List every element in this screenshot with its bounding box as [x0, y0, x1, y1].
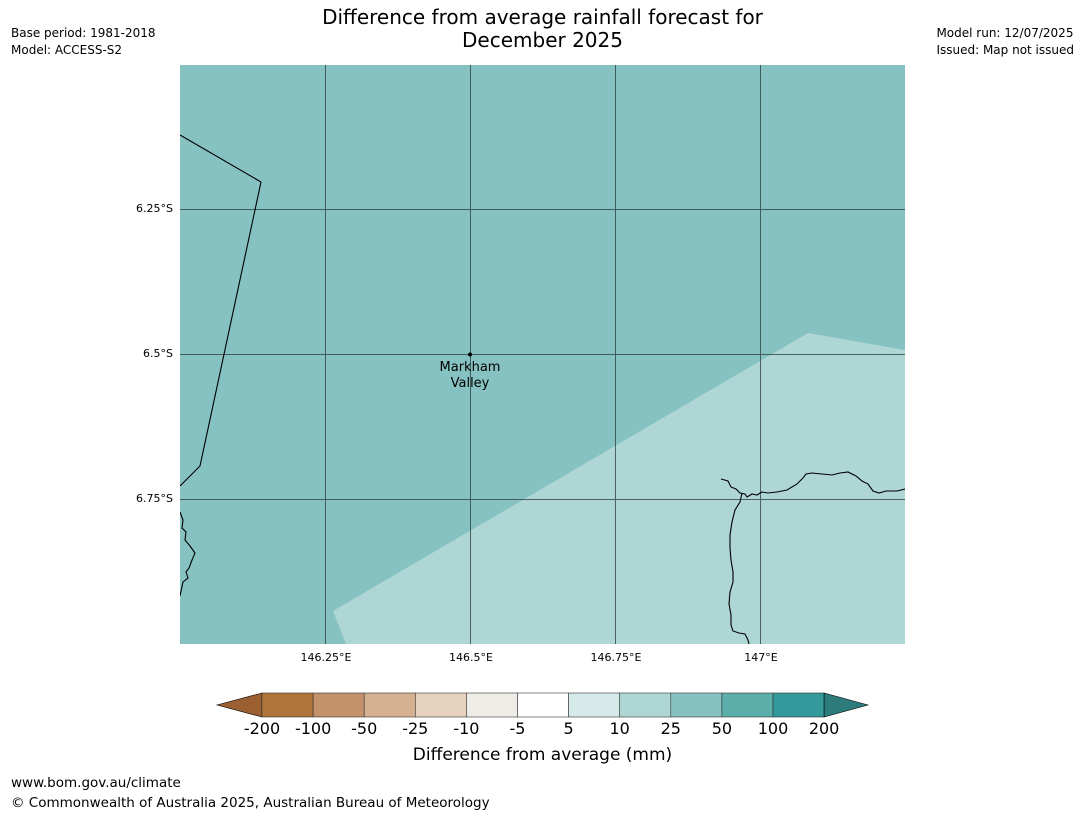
colorbar-tick-label: 50 [711, 719, 733, 738]
colorbar-tick-label: -25 [402, 719, 429, 738]
colorbar-tick-label: -100 [294, 719, 332, 738]
base-period-text: Base period: 1981-2018 [11, 26, 156, 40]
location-name-line2: Valley [450, 376, 490, 391]
lon-label-146.25: 146.25°E [300, 651, 352, 664]
colorbar-tick-label: 5 [563, 719, 574, 738]
colorbar-segment [261, 692, 314, 718]
colorbar-segment [466, 692, 518, 718]
model-text: Model: ACCESS-S2 [11, 43, 123, 57]
coastline-west [180, 511, 196, 597]
colorbar [215, 692, 870, 718]
colorbar-segment [619, 692, 672, 718]
metadata-right: Model run: 12/07/2025 Issued: Map not is… [936, 25, 1074, 59]
colorbar-segment [772, 692, 825, 718]
colorbar-segment [517, 692, 569, 718]
colorbar-tick-label: 200 [808, 719, 840, 738]
lon-label-146.5: 146.5°E [449, 651, 493, 664]
colorbar-segment [414, 692, 467, 718]
lat-label-6.25: 6.25°S [136, 202, 173, 215]
colorbar-extend-high [823, 692, 870, 718]
model-run-text: Model run: 12/07/2025 [936, 26, 1074, 40]
colorbar-tick-label: 25 [660, 719, 681, 738]
colorbar-tick-label: -10 [453, 719, 480, 738]
lon-label-147: 147°E [744, 651, 778, 664]
colorbar-tick-label: -5 [509, 719, 526, 738]
colorbar-tick-label: 100 [757, 719, 789, 738]
map-title: Difference from average rainfall forecas… [0, 6, 1085, 52]
lat-label-6.75: 6.75°S [136, 492, 173, 505]
footer-copyright: © Commonwealth of Australia 2025, Austra… [11, 795, 490, 811]
location-marker [468, 352, 472, 357]
colorbar-tick-label: -200 [243, 719, 281, 738]
title-line-2: December 2025 [462, 28, 623, 52]
location-name-line1: Markham [439, 360, 501, 375]
colorbar-title: Difference from average (mm) [412, 745, 673, 765]
colorbar-segment [568, 692, 620, 718]
colorbar-tick-label: 10 [609, 719, 630, 738]
metadata-left: Base period: 1981-2018 Model: ACCESS-S2 [11, 25, 156, 59]
colorbar-tick-label: -50 [351, 719, 378, 738]
graticule [180, 65, 905, 644]
border-line [180, 134, 262, 487]
lat-label-6.5: 6.5°S [143, 347, 173, 360]
colorbar-extend-low [215, 692, 263, 718]
title-line-1: Difference from average rainfall forecas… [322, 5, 763, 29]
river-line [728, 492, 750, 644]
colorbar-segment [312, 692, 365, 718]
coastlines [180, 134, 905, 644]
footer-url: www.bom.gov.au/climate [11, 775, 181, 791]
colorbar-segment [363, 692, 416, 718]
coastline-east [720, 471, 905, 498]
colorbar-segment [721, 692, 774, 718]
issued-text: Issued: Map not issued [936, 43, 1074, 57]
region-10-25 [333, 333, 905, 644]
colorbar-segment [670, 692, 723, 718]
lon-label-146.75: 146.75°E [590, 651, 642, 664]
location-label: Markham Valley [420, 360, 520, 392]
